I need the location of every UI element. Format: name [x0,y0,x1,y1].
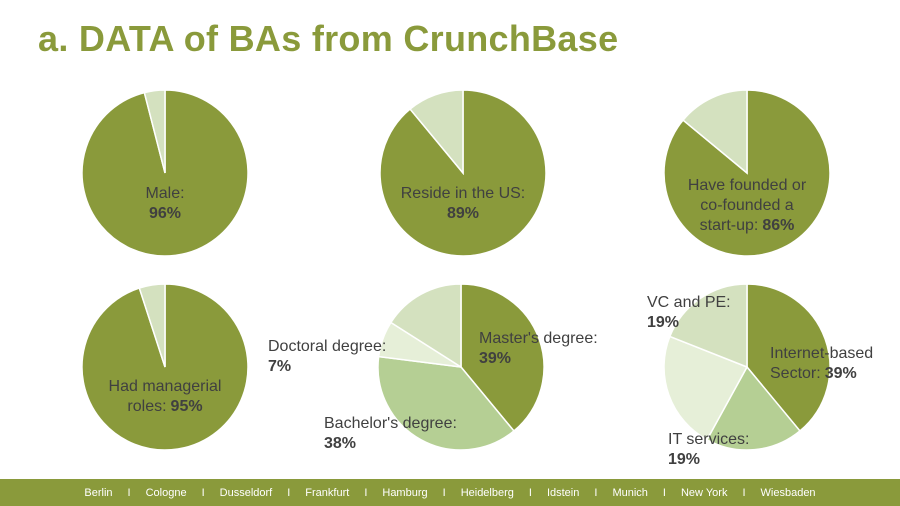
footer-separator: I [594,486,598,499]
pie-chart-1 [81,89,249,257]
footer-city: New York [680,486,728,499]
pie-charts: Male: 96% Reside in the US: 89% Have founded… [81,89,873,468]
label-founded-startup-line: Have founded or [688,177,807,194]
footer-separator: I [287,486,291,499]
footer-city: Heidelberg [460,486,514,499]
footer-city: Frankfurt [305,486,350,499]
label-managerial-line: Had managerial [109,378,222,395]
pie-slice-6-1 [746,283,831,433]
footer-separator: I [742,486,746,499]
footer-city: Cologne [145,486,187,499]
pie-slice-6-3 [663,335,749,441]
label-reside-us: Reside in the US: 89% [401,185,526,222]
footer-separator: I [662,486,666,499]
label-internet-based-value: 39% [825,365,857,382]
label-managerial-line: roles: [127,398,166,415]
label-bachelors: Bachelor's degree: [324,415,457,432]
label-it-services: IT services: [668,431,750,448]
label-managerial-value: 95% [171,398,203,415]
label-male-value: 96% [149,205,181,222]
footer-city-bar: Berlin I Cologne I Dusseldorf I Frankfurt I Hamb… [0,479,900,506]
label-vc-pe-value: 19% [647,314,679,331]
pie-slice-5-4 [389,283,462,369]
label-founded-startup-line: co-founded a [700,197,794,214]
footer-city: Idstein [546,486,580,499]
footer-separator: I [528,486,532,499]
footer-city: Berlin [84,486,113,499]
pie-slice-2-2 [409,89,464,176]
footer-city: Munich [612,486,648,499]
footer-separator: I [127,486,131,499]
label-reside-us-value: 89% [447,205,479,222]
pie-slice-1-2 [143,89,166,174]
pie-slice-4-2 [138,283,166,368]
footer-separator: I [364,486,368,499]
footer-separator: I [201,486,205,499]
label-internet-based-line2: Sector: 39% [770,365,857,382]
label-founded-startup: Have founded or co-founded a start-up: 86% [688,177,807,234]
label-it-services-value: 19% [668,451,700,468]
pie-chart-2 [379,89,547,257]
label-founded-startup-value: 86% [762,217,794,234]
footer-city: Dusseldorf [219,486,273,499]
page-title: a. DATA of BAs from CrunchBase [38,18,619,59]
pie-slice-5-2 [377,355,515,451]
pie-slice-5-1 [460,283,545,433]
label-doctoral: Doctoral degree: [268,338,386,355]
label-masters: Master's degree: [479,330,598,347]
label-vc-pe: VC and PE: [647,294,731,311]
pie-slice-3-2 [681,89,748,175]
label-bachelors-value: 38% [324,435,356,452]
pie-chart-6 [663,283,831,451]
label-reside-us-line: Reside in the US: [401,185,526,202]
footer-separator: I [442,486,446,499]
pie-chart-4 [81,283,249,451]
pie-chart-3 [663,89,831,257]
label-masters-value: 39% [479,350,511,367]
label-male-line: Male: [145,185,184,202]
label-managerial: Had managerial roles: 95% [109,378,222,415]
label-internet-based: Internet-based [770,345,873,362]
pie-chart-5 [377,283,545,451]
footer-city: Wiesbaden [760,486,816,499]
pie-slice-6-4 [668,283,748,369]
pie-slice-6-2 [705,365,801,451]
label-founded-startup-line: start-up: [700,217,759,234]
label-doctoral-value: 7% [268,358,291,375]
footer-city: Hamburg [382,486,428,499]
label-male: Male: 96% [145,185,184,222]
